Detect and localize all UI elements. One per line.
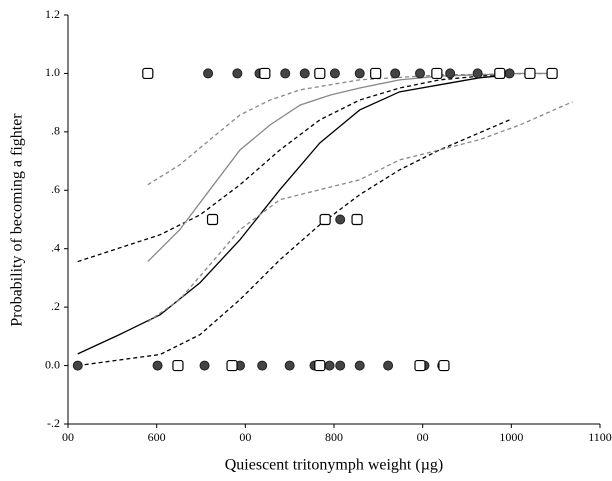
fit-line — [77, 119, 510, 367]
point — [314, 67, 326, 80]
y-tick-label: -.2 — [47, 416, 60, 430]
y-tick-label: .4 — [51, 240, 60, 254]
point — [257, 360, 268, 371]
y-tick-label: .6 — [51, 182, 60, 196]
fit-line — [77, 74, 510, 355]
fit-line — [147, 101, 573, 323]
point — [504, 68, 515, 79]
x-tick-label: 00 — [62, 430, 74, 444]
point — [319, 213, 331, 226]
y-tick-label: 1.0 — [45, 65, 60, 79]
point — [494, 67, 506, 80]
point — [259, 67, 271, 80]
point — [445, 68, 456, 79]
point — [354, 360, 365, 371]
point — [546, 67, 558, 80]
y-tick-label: 0.0 — [45, 357, 60, 371]
point — [438, 359, 450, 372]
point — [472, 68, 483, 79]
point — [431, 67, 443, 80]
point — [354, 68, 365, 79]
point — [280, 68, 291, 79]
fit-line — [77, 72, 510, 263]
point — [226, 359, 238, 372]
point — [370, 67, 382, 80]
point — [152, 360, 163, 371]
x-tick-label: 1000 — [499, 430, 523, 444]
point — [351, 213, 363, 226]
point — [203, 68, 214, 79]
point — [72, 360, 83, 371]
point — [414, 359, 426, 372]
x-axis-label: Quiescent tritonymph weight (µg) — [225, 457, 444, 474]
point — [232, 68, 243, 79]
point — [524, 67, 536, 80]
y-tick-label: .8 — [51, 124, 60, 138]
x-tick-label: 00 — [239, 430, 251, 444]
point — [324, 360, 335, 371]
point — [172, 359, 184, 372]
point — [284, 360, 295, 371]
point — [199, 360, 210, 371]
y-tick-label: .2 — [51, 299, 60, 313]
x-tick-label: 1100 — [588, 430, 612, 444]
fit-line — [147, 72, 553, 263]
y-tick-label: 1.2 — [45, 7, 60, 21]
point — [329, 68, 340, 79]
x-tick-label: 800 — [325, 430, 343, 444]
x-tick-label: 600 — [148, 430, 166, 444]
point — [314, 359, 326, 372]
point — [335, 214, 346, 225]
x-tick-label: 00 — [417, 430, 429, 444]
y-axis-label: Probability of becoming a fighter — [9, 113, 26, 327]
fit-line — [147, 72, 553, 186]
point — [142, 67, 154, 80]
point — [206, 213, 219, 226]
point — [335, 360, 346, 371]
point — [390, 68, 401, 79]
point — [299, 68, 310, 79]
point — [415, 68, 426, 79]
point — [383, 360, 394, 371]
